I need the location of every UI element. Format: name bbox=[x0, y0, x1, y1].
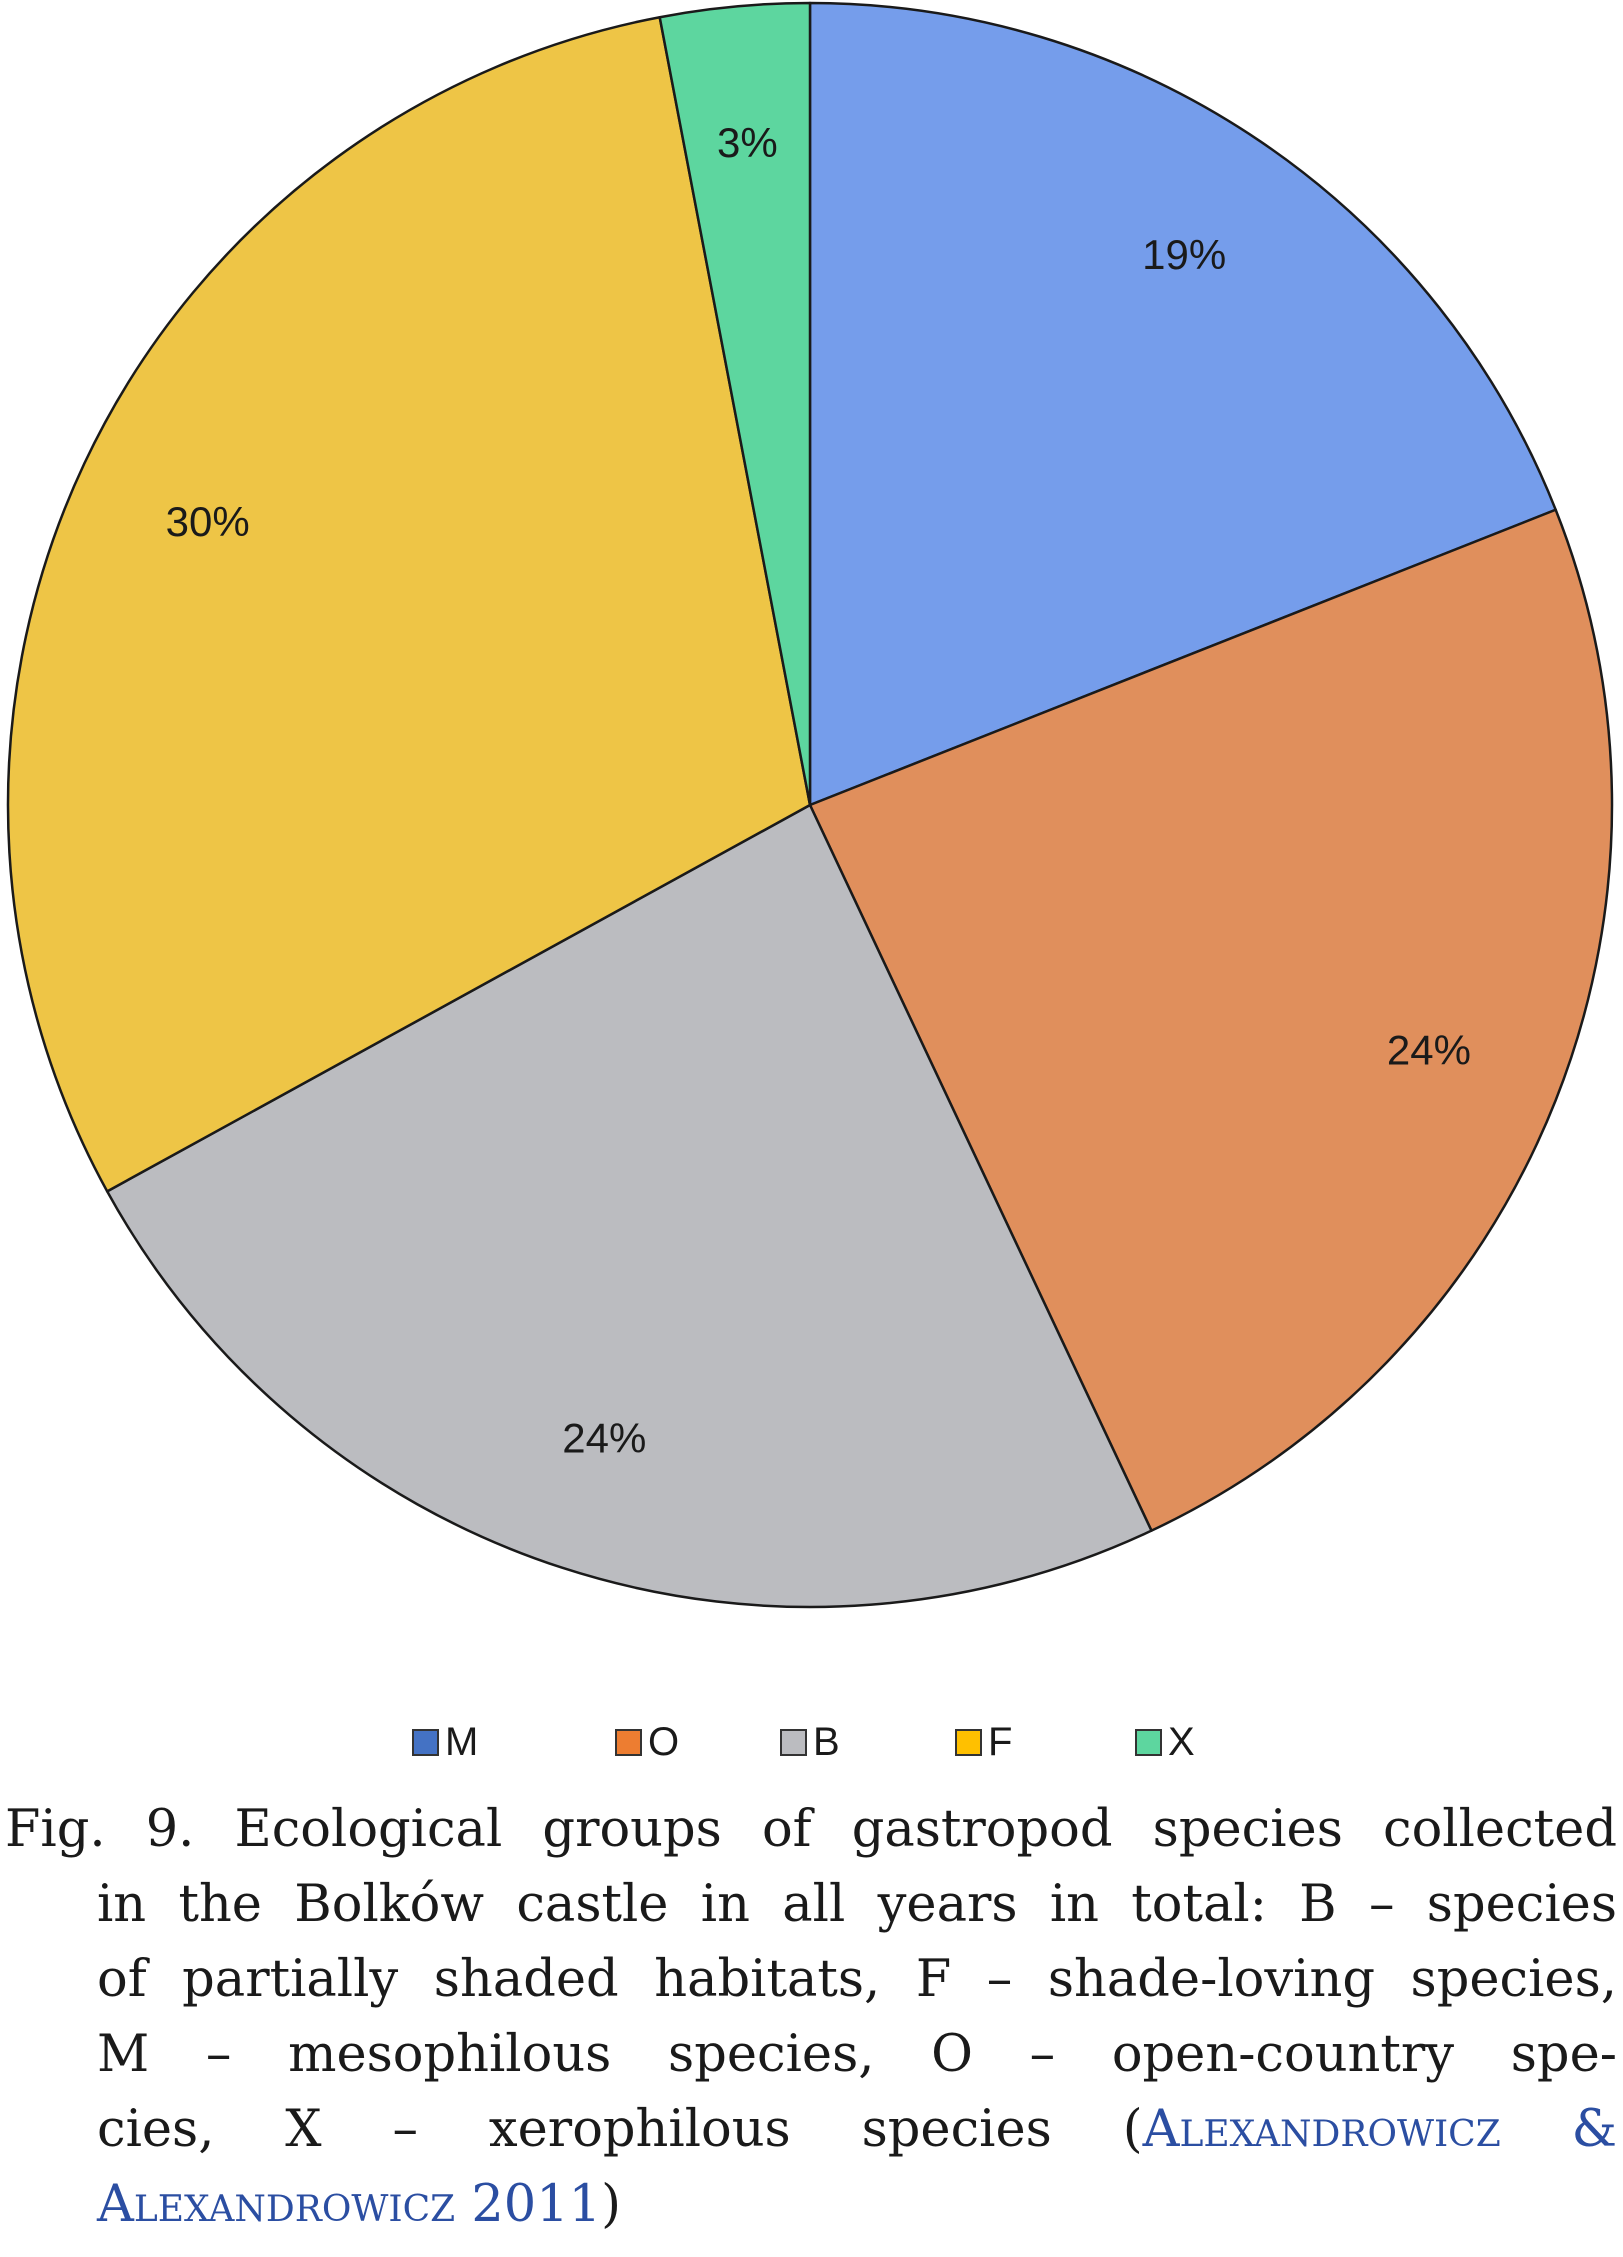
caption-line-4: M – mesophilous species, O – open-countr… bbox=[97, 2025, 1617, 2084]
legend-swatch-f bbox=[955, 1728, 982, 1756]
pie-slices bbox=[6, 1, 1614, 1609]
legend-swatch-x bbox=[1135, 1728, 1162, 1756]
pie-labels: 19% 24% 24% 30% 3% bbox=[166, 119, 1471, 1462]
slice-label-f: 30% bbox=[166, 498, 250, 545]
caption-line-5: cies, X – xerophilous species (Alexandro… bbox=[5, 2092, 1617, 2167]
pie-slice-o bbox=[808, 508, 1614, 1532]
caption-line-3: of partially shaded habitats, F – shade-… bbox=[97, 1950, 1617, 2009]
legend-swatch-o bbox=[615, 1728, 642, 1756]
figure-caption: Fig. 9. Ecological groups of gastropod s… bbox=[5, 1792, 1617, 2242]
caption-line-2: in the Bolków castle in all years in tot… bbox=[97, 1875, 1617, 1934]
pie-chart-svg: 19% 24% 24% 30% 3% bbox=[6, 1, 1614, 1609]
legend-item-f: F bbox=[955, 1712, 1012, 1772]
legend-item-x: X bbox=[1135, 1712, 1195, 1772]
slice-label-m: 19% bbox=[1142, 231, 1226, 278]
slice-label-b: 24% bbox=[562, 1415, 646, 1462]
citation-link-year[interactable]: Alexandrowicz 2011 bbox=[97, 2175, 602, 2234]
pie-slice-x bbox=[658, 1, 812, 807]
legend-label-f: F bbox=[988, 1719, 1013, 1764]
pie-slice-f bbox=[6, 15, 812, 1193]
caption-text: cies, X – xerophilous species ( bbox=[97, 2100, 1143, 2159]
caption-line-1: Fig. 9. Ecological groups of gastropod s… bbox=[5, 1800, 1617, 1859]
slice-label-x: 3% bbox=[717, 119, 778, 166]
legend-label-x: X bbox=[1168, 1719, 1195, 1764]
legend-item-b: B bbox=[780, 1712, 840, 1772]
pie-chart: 19% 24% 24% 30% 3% bbox=[6, 1, 1614, 1609]
caption-line-6: Alexandrowicz 2011) bbox=[5, 2167, 1617, 2242]
citation-link[interactable]: Alexandrowicz & bbox=[1142, 2100, 1618, 2159]
legend-swatch-b bbox=[780, 1728, 807, 1756]
legend-swatch-m bbox=[412, 1728, 439, 1756]
slice-label-o: 24% bbox=[1387, 1027, 1471, 1074]
pie-slice-b bbox=[105, 803, 1153, 1609]
legend-label-b: B bbox=[813, 1719, 840, 1764]
legend-item-o: O bbox=[615, 1712, 679, 1772]
caption-close-paren: ) bbox=[601, 2175, 622, 2234]
legend-label-o: O bbox=[648, 1719, 680, 1764]
legend-label-m: M bbox=[445, 1719, 479, 1764]
legend-item-m: M bbox=[412, 1712, 478, 1772]
pie-slice-m bbox=[808, 1, 1557, 807]
